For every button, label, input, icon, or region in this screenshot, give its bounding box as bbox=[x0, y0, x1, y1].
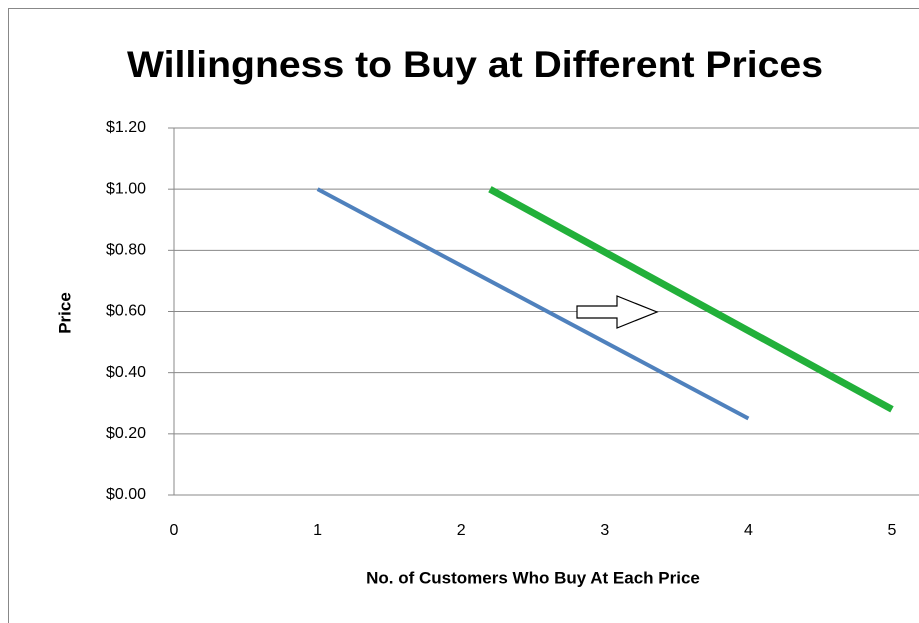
y-tick-label: $0.20 bbox=[106, 425, 146, 442]
x-tick-label: 5 bbox=[888, 522, 897, 539]
y-axis-label: Price bbox=[55, 292, 74, 334]
shift-arrow bbox=[576, 295, 659, 329]
data-line bbox=[316, 187, 750, 421]
x-tick-label: 4 bbox=[744, 522, 753, 539]
chart-border bbox=[8, 8, 919, 623]
x-tick-label: 2 bbox=[457, 522, 466, 539]
x-tick-label: 1 bbox=[313, 522, 322, 539]
y-tick-label: $0.80 bbox=[106, 242, 146, 259]
x-tick-label: 3 bbox=[600, 522, 609, 539]
y-tick-label: $1.00 bbox=[106, 180, 146, 197]
chart-title: Willingness to Buy at Different Prices bbox=[127, 44, 823, 85]
x-tick-label: 0 bbox=[170, 522, 179, 539]
y-tick-label: $0.00 bbox=[106, 486, 146, 503]
y-tick-label: $0.60 bbox=[106, 303, 146, 320]
data-line bbox=[488, 186, 894, 413]
y-tick-label: $0.40 bbox=[106, 364, 146, 381]
x-axis-label: No. of Customers Who Buy At Each Price bbox=[366, 568, 700, 587]
y-tick-label: $1.20 bbox=[106, 119, 146, 136]
